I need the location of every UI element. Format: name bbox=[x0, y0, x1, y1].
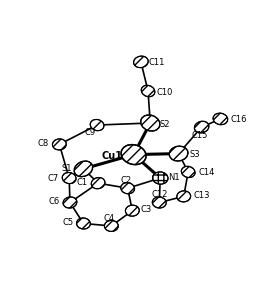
Text: C7: C7 bbox=[47, 173, 59, 182]
Text: S3: S3 bbox=[189, 150, 200, 159]
Ellipse shape bbox=[91, 177, 105, 189]
Text: N1: N1 bbox=[168, 173, 180, 182]
Text: S1: S1 bbox=[62, 164, 72, 173]
Text: C14: C14 bbox=[198, 168, 215, 177]
Ellipse shape bbox=[77, 218, 90, 229]
Text: C4: C4 bbox=[104, 214, 115, 223]
Text: C10: C10 bbox=[156, 88, 173, 97]
Ellipse shape bbox=[177, 191, 191, 202]
Text: C16: C16 bbox=[230, 115, 247, 124]
Text: Cu1: Cu1 bbox=[101, 151, 122, 161]
Text: C9: C9 bbox=[85, 128, 96, 137]
Ellipse shape bbox=[134, 56, 148, 68]
Text: C15: C15 bbox=[192, 131, 208, 140]
Ellipse shape bbox=[194, 121, 209, 133]
Text: C1: C1 bbox=[77, 177, 88, 187]
Ellipse shape bbox=[104, 220, 118, 231]
Ellipse shape bbox=[62, 173, 76, 184]
Ellipse shape bbox=[74, 161, 93, 177]
Ellipse shape bbox=[121, 145, 146, 165]
Ellipse shape bbox=[63, 197, 77, 208]
Text: C3: C3 bbox=[140, 205, 152, 214]
Ellipse shape bbox=[121, 183, 135, 194]
Text: C2: C2 bbox=[120, 176, 131, 185]
Text: C13: C13 bbox=[194, 191, 210, 200]
Ellipse shape bbox=[141, 85, 155, 97]
Text: C12: C12 bbox=[151, 190, 168, 199]
Ellipse shape bbox=[90, 119, 104, 131]
Ellipse shape bbox=[181, 166, 195, 177]
Ellipse shape bbox=[153, 172, 168, 184]
Text: C5: C5 bbox=[63, 218, 74, 227]
Text: C6: C6 bbox=[49, 197, 60, 206]
Ellipse shape bbox=[169, 146, 188, 161]
Ellipse shape bbox=[125, 205, 139, 216]
Text: C8: C8 bbox=[38, 139, 49, 148]
Ellipse shape bbox=[141, 115, 160, 131]
Text: C11: C11 bbox=[149, 58, 165, 67]
Ellipse shape bbox=[213, 113, 228, 125]
Ellipse shape bbox=[152, 197, 166, 208]
Text: S2: S2 bbox=[159, 119, 170, 128]
Ellipse shape bbox=[52, 139, 66, 150]
